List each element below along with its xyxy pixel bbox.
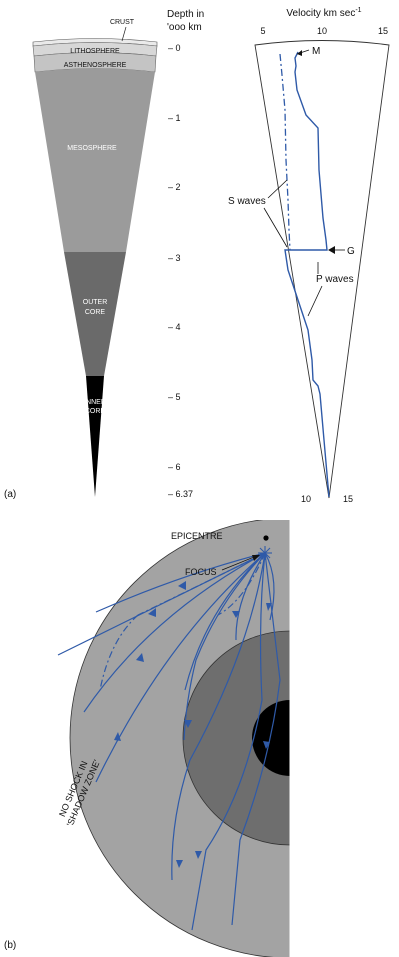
ray-arrowheads <box>114 581 272 868</box>
velocity-tick-top: 15 <box>378 26 388 36</box>
outer-core-label-2: CORE <box>85 309 106 316</box>
velocity-wedge-outline <box>254 40 390 499</box>
p-waves-label: P waves <box>316 274 354 285</box>
ray-arrowhead <box>266 603 272 611</box>
ray-arrowhead <box>136 653 144 662</box>
ray-path <box>235 552 266 641</box>
asthenosphere-label: ASTHENOSPHERE <box>64 62 127 69</box>
g-label: G <box>347 246 355 257</box>
reflected-ray-path <box>137 552 266 616</box>
ray-arrowhead <box>114 732 121 741</box>
epicentre-dot-icon <box>263 535 269 541</box>
velocity-plot: Velocity km sec-1 5 10 15 10 15 M G S wa… <box>228 7 390 504</box>
ray-arrowhead <box>178 581 186 590</box>
crust-label: CRUST <box>110 19 135 26</box>
depth-tick: – 6 <box>168 462 181 472</box>
outer-core-layer <box>64 252 126 376</box>
ray-path <box>264 552 275 621</box>
mesosphere-layer <box>35 68 155 252</box>
s-waves-pointer-2 <box>263 207 288 248</box>
panel-label-a: (a) <box>4 489 16 500</box>
mesosphere-label: MESOSPHERE <box>67 145 117 152</box>
focus-arrowhead <box>252 555 260 561</box>
velocity-tick-bottom: 10 <box>301 494 311 504</box>
seismic-ray-paths <box>57 552 281 931</box>
focus-pointer <box>221 554 260 571</box>
inner-core-layer <box>86 376 104 497</box>
ray-arrowhead <box>263 741 270 749</box>
velocity-axis-title: Velocity km sec-1 <box>286 7 361 19</box>
reflected-ray-path <box>99 614 139 691</box>
depth-tick: – 3 <box>168 253 181 263</box>
depth-tick: – 6.37 <box>168 489 193 499</box>
ray-arrowhead <box>184 720 192 728</box>
ray-path <box>83 552 266 713</box>
velocity-tick-top: 5 <box>260 26 265 36</box>
inner-core-label-2: CORE <box>85 408 106 415</box>
p-wave-velocity-curve <box>284 51 330 498</box>
ray-path <box>95 552 266 613</box>
outer-core-region <box>182 630 290 846</box>
inner-core-label-1: INNER <box>84 399 106 406</box>
velocity-tick-top: 10 <box>317 26 327 36</box>
ray-path <box>171 552 266 881</box>
layer-wedge <box>32 38 158 497</box>
s-waves-pointer-1 <box>267 179 288 199</box>
depth-tick: – 4 <box>168 322 181 332</box>
ray-arrowhead <box>195 851 202 859</box>
m-label: M <box>312 46 320 57</box>
inner-core-region <box>252 700 290 776</box>
p-waves-pointer-2 <box>307 285 323 317</box>
s-waves-label: S waves <box>228 196 266 207</box>
ray-path <box>231 552 281 926</box>
ray-path <box>95 552 266 783</box>
depth-tick: – 0 <box>168 43 181 53</box>
crust-pointer <box>121 26 127 42</box>
layer-labels: CRUST LITHOSPHERE ASTHENOSPHERE MESOSPHE… <box>64 19 135 415</box>
ray-path <box>183 552 266 741</box>
depth-tick: – 2 <box>168 182 181 192</box>
ray-path <box>191 552 266 931</box>
focus-star-icon <box>258 546 272 560</box>
m-arrowhead <box>297 50 302 56</box>
s-wave-velocity-curve <box>279 53 291 251</box>
ray-path <box>184 552 266 691</box>
ray-arrowhead <box>148 608 156 617</box>
depth-tick: – 1 <box>168 113 181 123</box>
lithosphere-label: LITHOSPHERE <box>70 48 120 55</box>
focus-label: FOCUS <box>185 567 217 577</box>
depth-axis-title-2: 'ooo km <box>167 22 202 33</box>
panel-label-b: (b) <box>4 940 16 951</box>
g-arrowhead <box>328 246 335 254</box>
epicentre-label: EPICENTRE <box>171 531 223 541</box>
depth-tick: – 5 <box>168 392 181 402</box>
ray-arrowhead <box>176 860 183 868</box>
velocity-tick-bottom: 15 <box>343 494 353 504</box>
depth-axis: Depth in 'ooo km – 0 – 1 – 2 – 3 – 4 – 5… <box>167 9 204 499</box>
outer-core-label-1: OUTER <box>83 299 108 306</box>
ray-arrowhead <box>232 611 240 618</box>
depth-axis-title-1: Depth in <box>167 9 204 20</box>
